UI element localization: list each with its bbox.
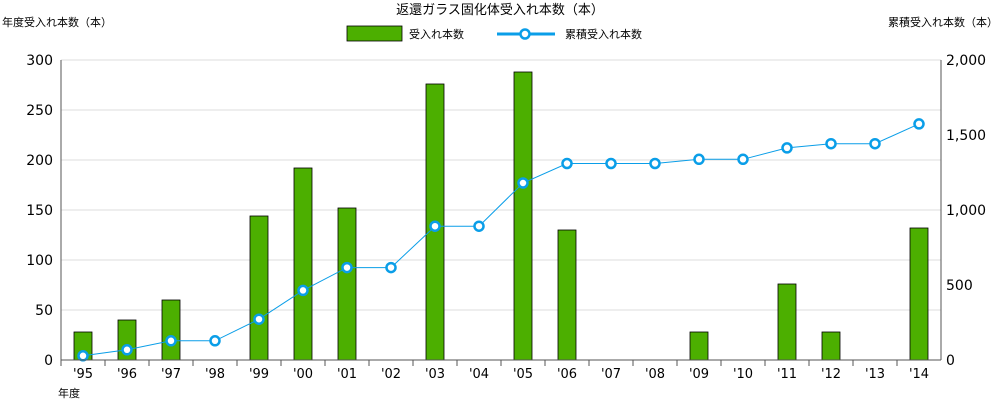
right-tick-label: 0 xyxy=(946,353,955,369)
left-tick-label: 250 xyxy=(26,103,53,119)
x-tick-label: '11 xyxy=(777,367,797,382)
cumulative-point xyxy=(517,177,529,189)
cumulative-point xyxy=(341,261,353,274)
bar xyxy=(249,215,269,361)
x-tick-label: '09 xyxy=(689,367,709,382)
cumulative-point xyxy=(693,153,705,166)
cumulative-point xyxy=(385,261,397,274)
right-tick-label: 1,500 xyxy=(946,128,986,144)
legend-bar-swatch xyxy=(346,25,403,42)
cumulative-point xyxy=(737,153,749,166)
x-tick-label: '13 xyxy=(865,367,885,382)
x-axis-label: 年度 xyxy=(58,386,80,400)
left-tick-label: 100 xyxy=(26,253,53,269)
cumulative-line xyxy=(82,123,920,357)
right-tick-label: 500 xyxy=(946,278,973,294)
right-tick-label: 2,000 xyxy=(946,53,986,69)
legend-line-label: 累積受入れ本数 xyxy=(565,27,642,41)
cumulative-point xyxy=(165,335,177,347)
cumulative-point xyxy=(429,220,441,232)
left-tick-label: 150 xyxy=(26,203,53,219)
left-tick-label: 200 xyxy=(26,153,53,169)
left-tick-label: 300 xyxy=(26,53,53,69)
x-tick-label: '02 xyxy=(381,367,401,382)
right-tick-label: 1,000 xyxy=(946,203,986,219)
bar xyxy=(337,207,357,361)
right-axis-label: 累積受入れ本数（本） xyxy=(888,15,998,29)
bar xyxy=(777,283,797,361)
cumulative-point xyxy=(121,344,133,356)
cumulative-point xyxy=(825,137,837,150)
bar xyxy=(821,331,841,361)
legend-line-marker xyxy=(519,28,531,40)
cumulative-point xyxy=(297,284,309,297)
left-tick-label: 50 xyxy=(35,303,53,319)
x-tick-label: '06 xyxy=(557,367,577,382)
x-tick-label: '14 xyxy=(909,367,929,382)
cumulative-point xyxy=(913,118,925,130)
x-tick-label: '00 xyxy=(293,367,313,382)
x-tick-label: '98 xyxy=(205,367,225,382)
x-tick-label: '08 xyxy=(645,367,665,382)
x-tick-label: '10 xyxy=(733,367,753,382)
bar xyxy=(909,227,929,361)
left-tick-label: 0 xyxy=(44,353,53,369)
legend-bar-label: 受入れ本数 xyxy=(409,27,464,41)
x-tick-label: '97 xyxy=(161,367,181,382)
bar xyxy=(513,71,533,361)
bar xyxy=(557,229,577,361)
cumulative-point xyxy=(561,157,573,170)
x-tick-label: '96 xyxy=(117,367,137,382)
x-tick-label: '07 xyxy=(601,367,621,382)
x-tick-label: '04 xyxy=(469,367,489,382)
chart-title: 返還ガラス固化体受入れ本数（本） xyxy=(396,3,604,18)
x-tick-label: '01 xyxy=(337,367,357,382)
cumulative-point xyxy=(473,220,485,232)
x-tick-label: '05 xyxy=(513,367,533,382)
cumulative-point xyxy=(649,157,661,170)
cumulative-point xyxy=(781,142,793,154)
cumulative-point xyxy=(605,157,617,170)
cumulative-point xyxy=(869,137,881,150)
x-tick-label: '03 xyxy=(425,367,445,382)
x-tick-label: '99 xyxy=(249,367,269,382)
bar xyxy=(689,331,709,361)
bar xyxy=(293,167,313,361)
cumulative-point xyxy=(209,335,221,347)
left-axis-label: 年度受入れ本数（本） xyxy=(2,15,112,29)
cumulative-point xyxy=(77,350,89,362)
bar xyxy=(161,299,181,361)
cumulative-point xyxy=(253,313,265,325)
x-tick-label: '12 xyxy=(821,367,841,382)
x-tick-label: '95 xyxy=(73,367,93,382)
